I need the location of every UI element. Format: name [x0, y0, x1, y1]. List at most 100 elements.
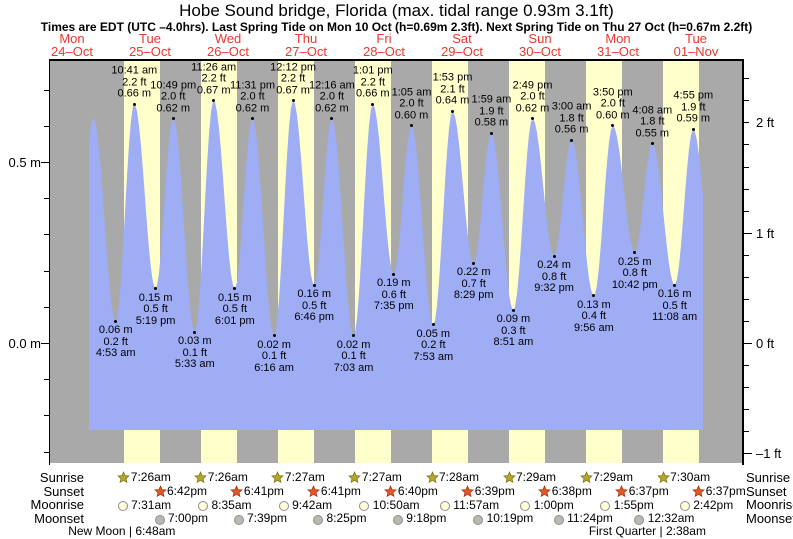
- right-tick: [744, 254, 749, 256]
- tide-extreme-dot: [431, 323, 435, 327]
- moonrise-icon: [198, 498, 208, 516]
- low-tide-label: 0.22 m 0.7 ft 8:29 pm: [453, 266, 494, 302]
- low-tide-label: 0.25 m 0.8 ft 10:42 pm: [611, 255, 658, 291]
- right-tick: [744, 431, 749, 433]
- moonrise-time: 2:42pm: [693, 497, 734, 512]
- sunrise-star-icon: [348, 470, 362, 484]
- sunset-time: 6:42pm: [167, 484, 208, 498]
- tide-extreme-dot: [611, 124, 615, 128]
- right-tick: [744, 210, 749, 212]
- axis-top: [49, 59, 743, 61]
- left-tick: [40, 343, 49, 344]
- day-label: Mon 24–Oct: [51, 31, 93, 59]
- moonrise-icon: [600, 498, 611, 516]
- left-tick: [40, 162, 49, 163]
- left-tick: [43, 306, 49, 308]
- moon-phase-label: New Moon | 6:48am: [68, 524, 176, 538]
- moonset-time: 10:19pm: [486, 511, 534, 525]
- moonrise-time: 10:50am: [372, 497, 420, 512]
- moonset-icon: [392, 512, 403, 530]
- right-tick: [744, 166, 749, 168]
- chart-subtitle: Times are EDT (UTC –4.0hrs). Last Spring…: [40, 20, 753, 34]
- left-tick: [43, 125, 49, 127]
- sunrise-time: 7:27am: [361, 470, 402, 484]
- low-tide-label: 0.16 m 0.5 ft 6:46 pm: [294, 288, 335, 324]
- left-axis-label: 0.0 m: [8, 336, 41, 351]
- moonrise-time: 9:42am: [292, 497, 333, 512]
- tide-extreme-dot: [592, 294, 596, 298]
- sunset-time: 6:41pm: [320, 484, 361, 498]
- high-tide-label: 4:08 am 1.8 ft 0.55 m: [632, 104, 673, 140]
- right-axis-label: 2 ft: [756, 115, 775, 131]
- right-tick: [744, 365, 749, 367]
- left-axis-label: 0.5 m: [8, 155, 41, 170]
- right-tick: [744, 78, 749, 80]
- moonrise-row-label-right: Moonrise: [746, 497, 793, 512]
- moonrise-time: 7:31am: [131, 497, 172, 512]
- sunrise-time: 7:29am: [516, 470, 557, 484]
- right-axis-label: –1 ft: [756, 446, 782, 462]
- tide-extreme-dot: [410, 124, 413, 128]
- day-label: Tue 25–Oct: [129, 31, 171, 59]
- tide-extreme-dot: [489, 131, 493, 135]
- moonset-icon: [473, 512, 484, 530]
- low-tide-label: 0.02 m 0.1 ft 6:16 am: [254, 338, 294, 374]
- sunset-star-icon: [692, 484, 706, 498]
- moonset-row-label-right: Moonset: [746, 511, 793, 526]
- sunrise-star-icon: [425, 470, 439, 484]
- tide-extreme-dot: [171, 117, 175, 121]
- day-label: Sat 29–Oct: [441, 31, 483, 59]
- tide-extreme-dot: [472, 261, 476, 265]
- moonset-icon: [233, 512, 244, 530]
- low-tide-label: 0.16 m 0.5 ft 11:08 am: [652, 288, 698, 324]
- moonrise-icon: [679, 498, 690, 516]
- day-label: Fri 28–Oct: [363, 31, 405, 59]
- right-tick: [744, 122, 749, 124]
- day-label: Wed 26–Oct: [207, 31, 249, 59]
- moonrise-time: 1:55pm: [613, 497, 654, 512]
- sunrise-time: 7:28am: [439, 470, 480, 484]
- left-tick: [43, 89, 49, 91]
- right-tick: [744, 409, 749, 411]
- left-tick: [43, 379, 49, 381]
- sunrise-star-icon: [194, 470, 208, 484]
- moonrise-time: 11:57am: [453, 497, 500, 512]
- right-tick: [744, 188, 749, 190]
- right-tick: [744, 100, 749, 102]
- axis-right: [742, 59, 744, 465]
- high-tide-label: 12:16 am 2.0 ft 0.62 m: [308, 79, 355, 115]
- right-axis-label: 0 ft: [756, 336, 775, 351]
- low-tide-label: 0.24 m 0.8 ft 9:32 pm: [534, 259, 574, 295]
- tide-extreme-dot: [312, 283, 316, 287]
- tide-extreme-dot: [511, 308, 515, 312]
- moonset-time: 12:32am: [647, 511, 695, 525]
- tide-extreme-dot: [154, 287, 158, 291]
- high-tide-label: 1:53 pm 2.1 ft 0.64 m: [432, 71, 473, 107]
- sunset-time: 6:37pm: [705, 484, 746, 498]
- high-tide-label: 10:41 am 2.2 ft 0.66 m: [111, 64, 158, 100]
- sunset-star-icon: [615, 484, 629, 498]
- moonset-icon: [154, 512, 165, 530]
- sunset-star-icon: [538, 484, 552, 498]
- moon-phase-label: First Quarter | 2:38am: [588, 524, 706, 538]
- axis-left: [48, 59, 50, 465]
- high-tide-label: 2:49 pm 2.0 ft 0.62 m: [512, 79, 553, 115]
- high-tide-label: 4:55 pm 1.9 ft 0.59 m: [673, 89, 714, 125]
- right-tick: [744, 453, 752, 455]
- moonset-time: 7:00pm: [168, 511, 209, 525]
- moonset-row-label-left: Moonset: [34, 511, 84, 526]
- sunset-time: 6:40pm: [397, 484, 438, 498]
- tide-extreme-dot: [392, 272, 396, 276]
- tide-extreme-dot: [673, 283, 677, 287]
- moonrise-icon: [359, 498, 370, 516]
- moonset-time: 9:18pm: [406, 511, 447, 525]
- sunrise-star-icon: [271, 470, 285, 484]
- tide-extreme-dot: [552, 254, 556, 258]
- low-tide-label: 0.02 m 0.1 ft 7:03 am: [333, 338, 374, 374]
- high-tide-label: 3:50 pm 2.0 ft 0.60 m: [592, 86, 633, 122]
- sunset-time: 6:38pm: [551, 484, 592, 498]
- tide-extreme-dot: [451, 109, 454, 113]
- low-tide-label: 0.09 m 0.3 ft 8:51 am: [493, 313, 534, 349]
- low-tide-label: 0.06 m 0.2 ft 4:53 am: [95, 324, 136, 360]
- sunset-row-label-right: Sunset: [746, 484, 787, 499]
